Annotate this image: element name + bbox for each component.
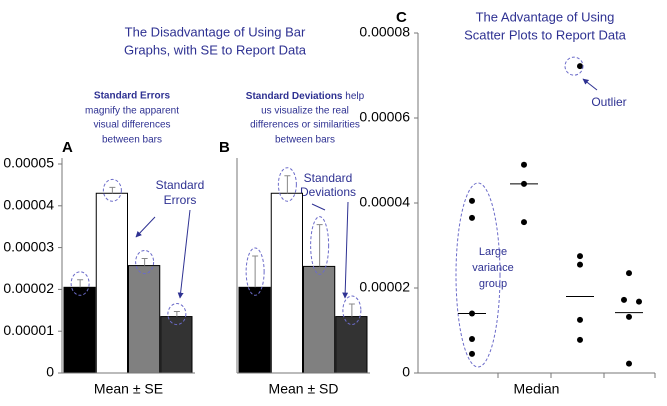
- title: The Advantage of Using: [476, 9, 615, 24]
- point: [621, 296, 627, 303]
- y-tick-label: 0.00005: [3, 155, 54, 171]
- panel-label: A: [62, 139, 73, 156]
- y-tick-label: 0.00006: [359, 109, 410, 125]
- note-line: us visualize the real: [261, 106, 349, 117]
- y-tick-label: 0.00002: [359, 279, 410, 295]
- highlight-ellipse: [342, 295, 362, 326]
- y-tick-label: 0.00008: [359, 24, 410, 40]
- arrow: [311, 203, 326, 211]
- point: [521, 161, 527, 168]
- bar: [128, 265, 161, 374]
- panel-label: B: [219, 139, 230, 156]
- error-bar: [316, 224, 323, 267]
- highlight-ellipse: [70, 271, 90, 296]
- point: [626, 270, 632, 277]
- bar: [238, 286, 271, 374]
- group-label: Large: [479, 246, 507, 258]
- y-tick-label: 0.00004: [359, 194, 410, 210]
- point: [469, 197, 475, 204]
- note-line: visual differences: [93, 120, 170, 131]
- point: [469, 214, 475, 221]
- callout: Standard: [156, 178, 205, 192]
- highlight-ellipse: [245, 247, 265, 296]
- error-bar: [141, 257, 148, 266]
- x-axis-label: Median: [514, 381, 560, 397]
- point: [577, 63, 583, 70]
- error-bar: [77, 279, 84, 288]
- note-line: between bars: [102, 135, 162, 146]
- error-bar: [109, 186, 116, 194]
- note-line: magnify the apparent: [85, 106, 179, 117]
- arrow: [135, 216, 156, 238]
- note-bold: Standard Deviations: [246, 91, 343, 102]
- point: [577, 336, 583, 343]
- callout: Standard: [304, 171, 353, 185]
- point: [521, 219, 527, 226]
- point: [577, 261, 583, 268]
- arrow: [582, 78, 598, 91]
- note: Standard Errors magnify the apparent vis…: [85, 91, 365, 146]
- note-line: help: [345, 91, 364, 102]
- error-bar: [252, 255, 259, 288]
- error-bar: [173, 311, 180, 317]
- bar: [270, 192, 303, 374]
- title: Scatter Plots to Report Data: [464, 27, 627, 42]
- highlight-ellipse: [310, 216, 330, 275]
- outlier-label: Outlier: [591, 95, 626, 109]
- y-tick-label: 0.00004: [3, 197, 54, 213]
- y-tick-label: 0.00001: [3, 322, 54, 338]
- note-line: differences or similarities: [250, 120, 360, 131]
- callout: Deviations: [300, 185, 356, 199]
- title: Graphs, with SE to Report Data: [124, 42, 307, 57]
- highlight-ellipse: [167, 303, 187, 326]
- bar: [303, 265, 336, 374]
- point: [636, 298, 642, 305]
- note-line: between bars: [275, 135, 335, 146]
- arrow: [177, 209, 191, 299]
- point: [469, 350, 475, 357]
- x-axis-label: Mean ± SE: [94, 381, 163, 397]
- bar: [95, 192, 128, 374]
- y-tick-label: 0: [402, 364, 410, 380]
- point: [626, 313, 632, 320]
- bar: [63, 286, 96, 374]
- highlight-ellipse: [277, 167, 297, 202]
- highlight-ellipse: [455, 182, 501, 368]
- error-bar: [348, 303, 355, 317]
- arrow: [342, 201, 349, 299]
- bar: [335, 316, 368, 374]
- point: [577, 253, 583, 260]
- y-tick-label: 0: [46, 364, 54, 380]
- y-tick-label: 0.00002: [3, 280, 54, 296]
- callout: Errors: [164, 193, 197, 207]
- point: [577, 316, 583, 323]
- highlight-circle: [564, 56, 584, 76]
- note-bold: Standard Errors: [94, 91, 171, 102]
- y-tick-label: 0.00003: [3, 238, 54, 254]
- error-bar: [284, 175, 291, 194]
- highlight-ellipse: [135, 249, 155, 275]
- group-label: variance: [472, 262, 514, 274]
- point: [469, 336, 475, 342]
- highlight-ellipse: [102, 178, 122, 202]
- note-line: Standard Deviations help: [246, 91, 365, 102]
- title: The Disadvantage of Using Bar: [125, 24, 306, 39]
- point: [626, 360, 632, 367]
- group-label: group: [479, 278, 507, 290]
- x-axis-label: Mean ± SD: [269, 381, 339, 397]
- panel-label: C: [396, 9, 407, 26]
